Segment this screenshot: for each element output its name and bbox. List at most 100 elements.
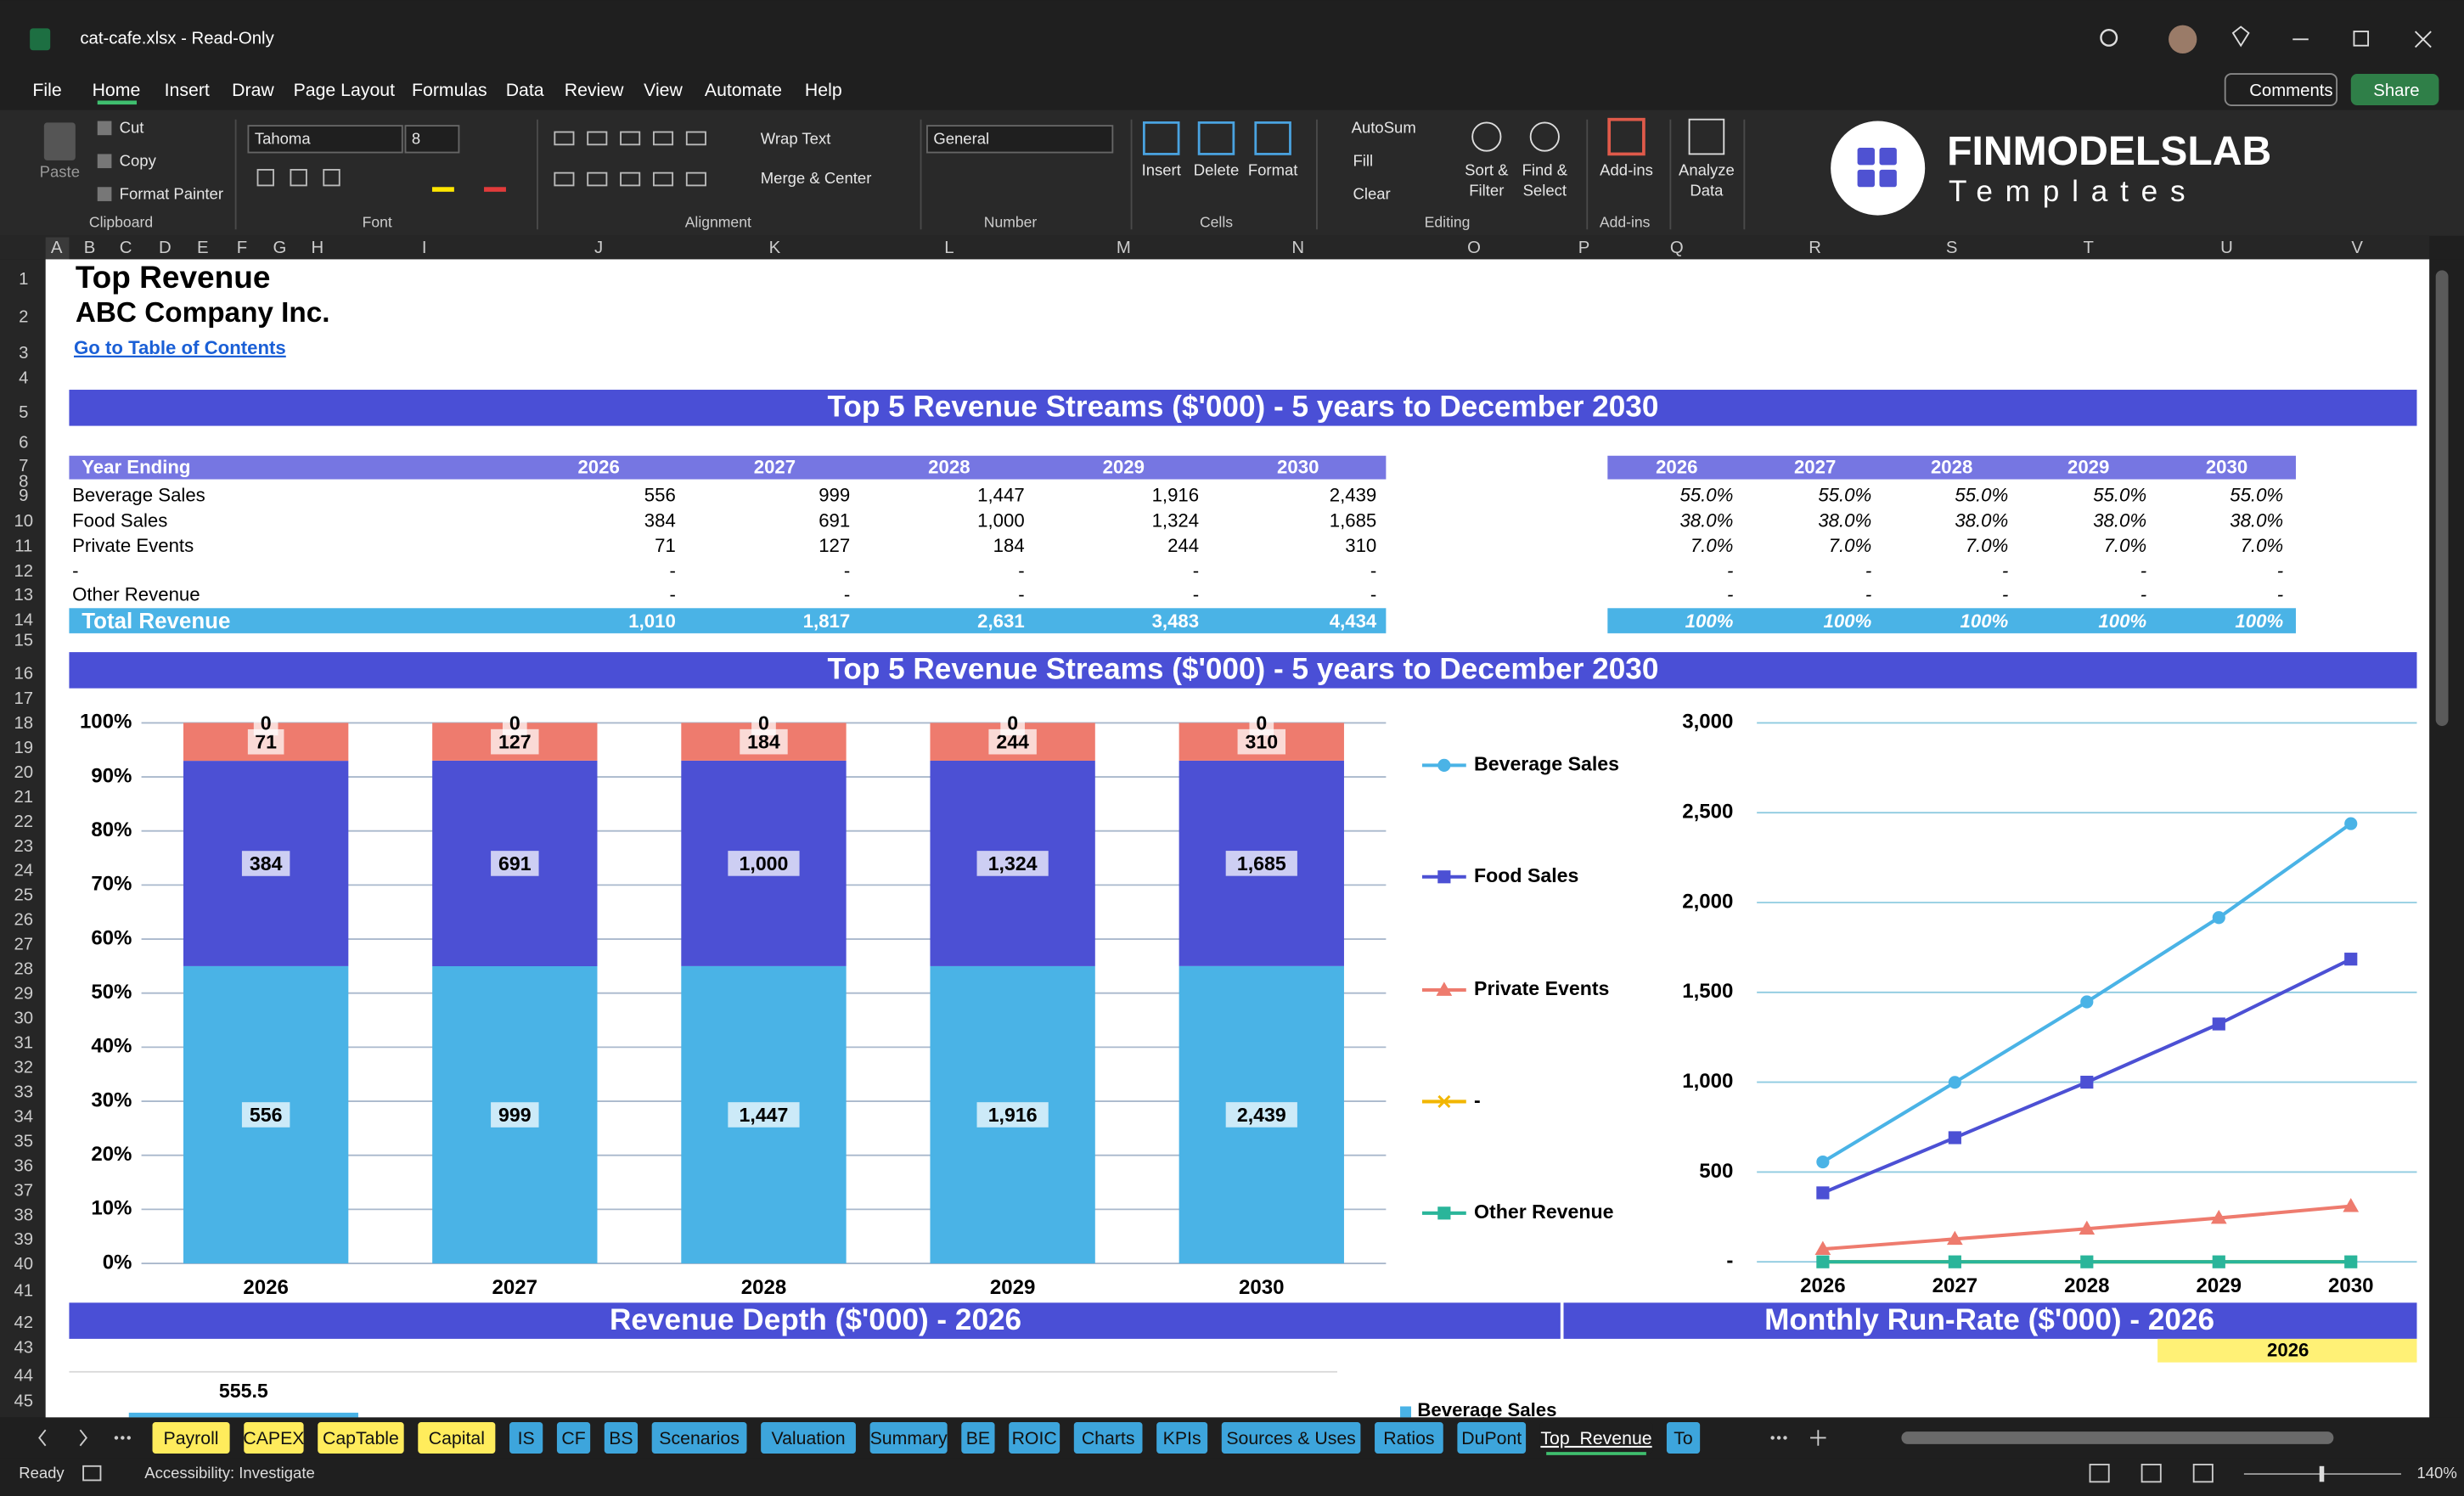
row-header[interactable]: 28	[14, 960, 33, 979]
number-format-box[interactable]	[926, 125, 1114, 154]
sheet-tab[interactable]	[651, 1421, 747, 1454]
wrap-text[interactable]: Wrap Text	[761, 130, 831, 148]
sheet-tab[interactable]	[1156, 1421, 1208, 1454]
column-header[interactable]: R	[1809, 239, 1821, 257]
menu-item[interactable]: Insert	[165, 80, 210, 100]
row-header[interactable]: 24	[14, 862, 33, 880]
menu-item[interactable]: Home	[93, 80, 141, 100]
autosum[interactable]: AutoSum	[1352, 119, 1416, 137]
sheet-tab[interactable]	[152, 1421, 230, 1454]
comments-button[interactable]	[2224, 73, 2338, 106]
format-button[interactable]	[290, 168, 307, 187]
cells-icon[interactable]	[1142, 121, 1180, 155]
format-button[interactable]	[323, 168, 340, 187]
column-header[interactable]: C	[120, 239, 132, 257]
menu-item[interactable]: Page Layout	[294, 80, 396, 100]
row-header[interactable]: 5	[19, 403, 28, 422]
column-header[interactable]: O	[1467, 239, 1481, 257]
row-header[interactable]: 13	[14, 586, 33, 605]
font-box[interactable]	[247, 125, 403, 154]
clipboard-icon[interactable]	[97, 187, 112, 201]
row-header[interactable]: 11	[14, 537, 32, 555]
row-header[interactable]: 27	[14, 936, 33, 954]
row-header[interactable]: 45	[14, 1392, 33, 1410]
row-header[interactable]: 18	[14, 714, 33, 733]
align-icon[interactable]	[652, 131, 674, 146]
column-header[interactable]: S	[1946, 239, 1958, 257]
row-header[interactable]: 1	[19, 270, 28, 289]
premium-icon[interactable]	[2231, 25, 2250, 48]
tab-more[interactable]	[127, 1436, 131, 1440]
row-header[interactable]: 22	[14, 813, 33, 831]
tab-more[interactable]	[121, 1436, 125, 1440]
row-header[interactable]: 7	[19, 457, 28, 475]
close[interactable]	[2414, 31, 2432, 48]
sheet-tab[interactable]	[1221, 1421, 1361, 1454]
column-header[interactable]: K	[769, 239, 781, 257]
view-button[interactable]	[2089, 1464, 2110, 1483]
row-header[interactable]: 16	[14, 664, 33, 683]
row-header[interactable]: 44	[14, 1367, 33, 1386]
clipboard-icon[interactable]	[97, 154, 112, 169]
sheet-tab[interactable]	[1457, 1421, 1527, 1454]
align-icon[interactable]	[554, 131, 575, 146]
sheet-tab[interactable]	[1375, 1421, 1443, 1454]
menu-item[interactable]: View	[644, 80, 683, 100]
row-header[interactable]: 30	[14, 1010, 33, 1028]
column-header[interactable]: L	[944, 239, 954, 257]
avatar[interactable]	[2169, 25, 2197, 53]
add-sheet[interactable]	[1810, 1430, 1826, 1446]
align-icon[interactable]	[554, 172, 575, 187]
scrollbar-h[interactable]	[1901, 1431, 2334, 1444]
sheet-tab[interactable]	[1539, 1421, 1653, 1454]
row-header[interactable]: 14	[14, 610, 33, 629]
row-header[interactable]: 23	[14, 837, 33, 856]
maximize[interactable]	[2353, 31, 2370, 47]
menu-item[interactable]: Automate	[705, 80, 782, 100]
menu-item[interactable]: Help	[805, 80, 842, 100]
row-header[interactable]: 43	[14, 1338, 33, 1357]
row-header[interactable]: 4	[19, 368, 28, 387]
column-header[interactable]: V	[2351, 239, 2363, 257]
sheet-tab[interactable]	[318, 1421, 404, 1454]
column-header[interactable]: B	[84, 239, 96, 257]
column-header[interactable]: U	[2220, 239, 2233, 257]
align-icon[interactable]	[620, 131, 641, 146]
row-header[interactable]: 36	[14, 1156, 33, 1175]
fill[interactable]: Fill	[1353, 152, 1374, 170]
row-header[interactable]: 8	[19, 473, 28, 492]
view-button[interactable]	[2141, 1464, 2162, 1483]
column-header[interactable]: N	[1291, 239, 1304, 257]
clipboard-format_painter[interactable]: Format Painter	[120, 184, 223, 202]
sheet-tab[interactable]	[961, 1421, 995, 1454]
menu-item[interactable]: Data	[506, 80, 544, 100]
row-header[interactable]: 35	[14, 1132, 33, 1150]
format-button[interactable]	[256, 168, 274, 187]
tab-more[interactable]	[1770, 1436, 1775, 1440]
row-header[interactable]: 3	[19, 344, 28, 363]
sheet-tab[interactable]	[761, 1421, 856, 1454]
menu-item[interactable]: Draw	[232, 80, 274, 100]
clear[interactable]: Clear	[1353, 184, 1391, 202]
sheet-tab[interactable]	[869, 1421, 948, 1454]
clipboard-copy[interactable]: Copy	[120, 152, 157, 170]
column-header[interactable]: G	[273, 239, 287, 257]
clipboard-icon[interactable]	[97, 121, 112, 136]
align-icon[interactable]	[620, 172, 641, 187]
addins-icon[interactable]	[1607, 117, 1645, 156]
column-header[interactable]: P	[1578, 239, 1590, 257]
column-header[interactable]: D	[159, 239, 172, 257]
row-header[interactable]: 19	[14, 739, 33, 757]
row-header[interactable]: 15	[14, 632, 33, 650]
row-header[interactable]: 21	[14, 788, 33, 807]
row-header[interactable]: 29	[14, 985, 33, 1004]
column-header[interactable]: I	[422, 239, 427, 257]
sheet-tab[interactable]	[1666, 1421, 1701, 1454]
row-header[interactable]: 6	[19, 433, 28, 452]
column-header[interactable]: M	[1117, 239, 1131, 257]
align-icon[interactable]	[587, 172, 608, 187]
row-header[interactable]: 10	[14, 512, 33, 531]
menu-item[interactable]: Formulas	[412, 80, 487, 100]
row-header[interactable]: 9	[19, 486, 28, 505]
align-icon[interactable]	[652, 172, 674, 187]
